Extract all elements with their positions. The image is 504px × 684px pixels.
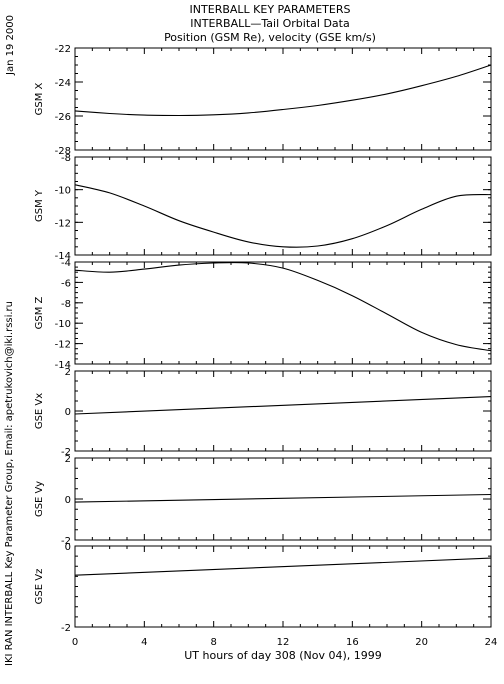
series-line xyxy=(74,557,492,576)
x-tick-label: 0 xyxy=(72,637,78,648)
panel-gsm-z: -14 -12 -10 -8 -6 -4 GSM Z xyxy=(34,258,492,371)
y-tick-label: -6 xyxy=(61,278,71,289)
x-tick-label: 24 xyxy=(485,637,498,648)
x-tick-label: 20 xyxy=(415,637,428,648)
series-line xyxy=(74,64,492,117)
x-tick-label: 4 xyxy=(141,637,147,648)
y-tick-label: -14 xyxy=(55,360,71,371)
chart-title-line3: Position (GSM Re), velocity (GSE km/s) xyxy=(164,31,376,44)
y-tick-label: -2 xyxy=(61,623,71,634)
x-tick-label: 16 xyxy=(346,637,359,648)
panel-gse-vz: -2 0 GSE Vz xyxy=(34,542,492,634)
y-tick-label: -8 xyxy=(61,153,71,164)
y-tick-label: -14 xyxy=(55,251,71,262)
y-tick-label: -8 xyxy=(61,299,71,310)
y-tick-label: 2 xyxy=(65,367,71,378)
y-tick-label: -4 xyxy=(61,258,71,269)
panel-frame xyxy=(74,545,492,628)
chart-title-line2: INTERBALL—Tail Orbital Data xyxy=(190,17,349,30)
chart-title-line1: INTERBALL KEY PARAMETERS xyxy=(190,3,351,16)
y-tick-label: -12 xyxy=(55,218,71,229)
y-tick-label: -26 xyxy=(55,112,71,123)
y-axis-label: GSM Y xyxy=(34,189,45,222)
panel-gse-vx: -2 0 2 GSE Vx xyxy=(34,367,492,458)
y-tick-label: 2 xyxy=(65,454,71,465)
y-tick-label: -22 xyxy=(55,44,71,55)
panel-frame xyxy=(74,261,492,365)
y-tick-label: 0 xyxy=(65,495,71,506)
credit-label: IKI RAN INTERBALL Key Parameter Group, E… xyxy=(4,301,15,666)
x-tick-label: 8 xyxy=(210,637,216,648)
y-axis-label: GSE Vz xyxy=(34,569,45,605)
y-axis-label: GSE Vx xyxy=(34,393,45,429)
y-tick-label: -24 xyxy=(55,78,71,89)
panel-gsm-x: -28 -26 -24 -22 GSM X xyxy=(34,44,492,157)
y-axis-label: GSM Z xyxy=(34,296,45,329)
y-tick-label: -10 xyxy=(55,186,71,197)
y-axis-label: GSM X xyxy=(34,82,45,115)
y-axis-label: GSE Vy xyxy=(34,481,45,517)
y-tick-label: 0 xyxy=(65,542,71,553)
panel-frame xyxy=(74,47,492,151)
y-tick-label: 0 xyxy=(65,407,71,418)
panel-gse-vy: -2 0 2 GSE Vy xyxy=(34,454,492,547)
series-line xyxy=(74,262,492,352)
y-tick-label: -10 xyxy=(55,319,71,330)
panel-frame xyxy=(74,457,492,541)
y-tick-label: -2 xyxy=(61,536,71,547)
x-axis-label: UT hours of day 308 (Nov 04), 1999 xyxy=(184,649,382,662)
series-line xyxy=(74,184,492,248)
y-tick-label: -28 xyxy=(55,146,71,157)
series-line xyxy=(74,493,492,503)
plot-date-label: Jan 19 2000 xyxy=(5,15,16,76)
y-tick-label: -12 xyxy=(55,340,71,351)
y-tick-label: -2 xyxy=(61,447,71,458)
x-tick-label: 12 xyxy=(277,637,290,648)
panel-gsm-y: -14 -12 -10 -8 GSM Y xyxy=(34,153,492,262)
series-line xyxy=(74,396,492,415)
